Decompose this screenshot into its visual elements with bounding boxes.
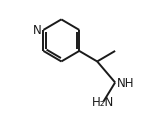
Text: NH: NH [117,76,134,89]
Text: N: N [33,24,42,37]
Text: H₂N: H₂N [92,95,114,108]
